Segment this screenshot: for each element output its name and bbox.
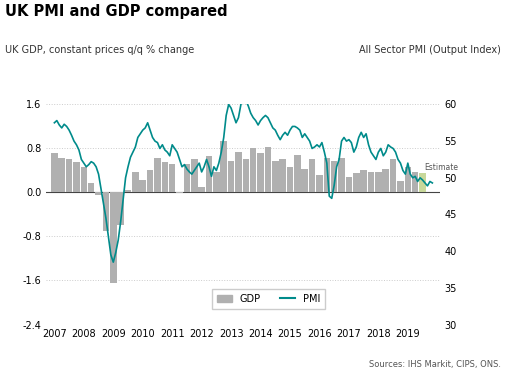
Bar xyxy=(103,192,109,231)
Text: UK GDP, constant prices q/q % change: UK GDP, constant prices q/q % change xyxy=(5,45,194,55)
Bar xyxy=(404,167,410,192)
Bar xyxy=(51,153,58,192)
Bar xyxy=(389,160,395,192)
Bar xyxy=(206,156,212,192)
Bar xyxy=(330,161,337,192)
Bar xyxy=(316,175,322,192)
Bar xyxy=(146,170,153,192)
Bar xyxy=(411,172,418,192)
Bar xyxy=(154,159,161,192)
Bar xyxy=(338,159,344,192)
Bar xyxy=(360,170,366,192)
Bar xyxy=(352,173,359,192)
Text: UK PMI and GDP compared: UK PMI and GDP compared xyxy=(5,4,227,19)
Bar xyxy=(249,148,256,192)
Text: Estimate: Estimate xyxy=(423,163,457,172)
Bar xyxy=(264,147,271,192)
Bar xyxy=(169,164,175,192)
Bar xyxy=(323,158,329,192)
Bar xyxy=(183,164,190,192)
Bar xyxy=(242,160,248,192)
Bar xyxy=(374,172,381,192)
Bar xyxy=(301,169,308,192)
Bar xyxy=(198,187,205,192)
Bar xyxy=(95,192,102,195)
Bar xyxy=(367,172,374,192)
Bar xyxy=(110,192,116,283)
Bar xyxy=(213,172,219,192)
Bar xyxy=(286,167,293,192)
Bar xyxy=(382,169,388,192)
Bar xyxy=(59,158,65,192)
Bar xyxy=(235,152,241,192)
Bar xyxy=(132,172,138,192)
Bar xyxy=(161,162,168,192)
Text: All Sector PMI (Output Index): All Sector PMI (Output Index) xyxy=(359,45,500,55)
Bar xyxy=(293,155,300,192)
Bar xyxy=(272,161,278,192)
Bar xyxy=(220,141,227,192)
Bar xyxy=(227,161,234,192)
Bar xyxy=(139,181,145,192)
Bar xyxy=(308,160,315,192)
Bar xyxy=(257,153,263,192)
Legend: GDP, PMI: GDP, PMI xyxy=(212,289,324,308)
Bar xyxy=(80,167,87,192)
Bar xyxy=(279,160,285,192)
Bar xyxy=(66,160,72,192)
Bar xyxy=(117,192,124,225)
Bar xyxy=(73,162,80,192)
Bar xyxy=(345,177,351,192)
Bar xyxy=(396,181,403,192)
Bar xyxy=(176,192,182,193)
Bar xyxy=(419,173,425,192)
Bar xyxy=(125,190,131,192)
Bar xyxy=(191,160,197,192)
Bar xyxy=(88,182,94,192)
Text: Sources: IHS Markit, CIPS, ONS.: Sources: IHS Markit, CIPS, ONS. xyxy=(368,360,500,369)
